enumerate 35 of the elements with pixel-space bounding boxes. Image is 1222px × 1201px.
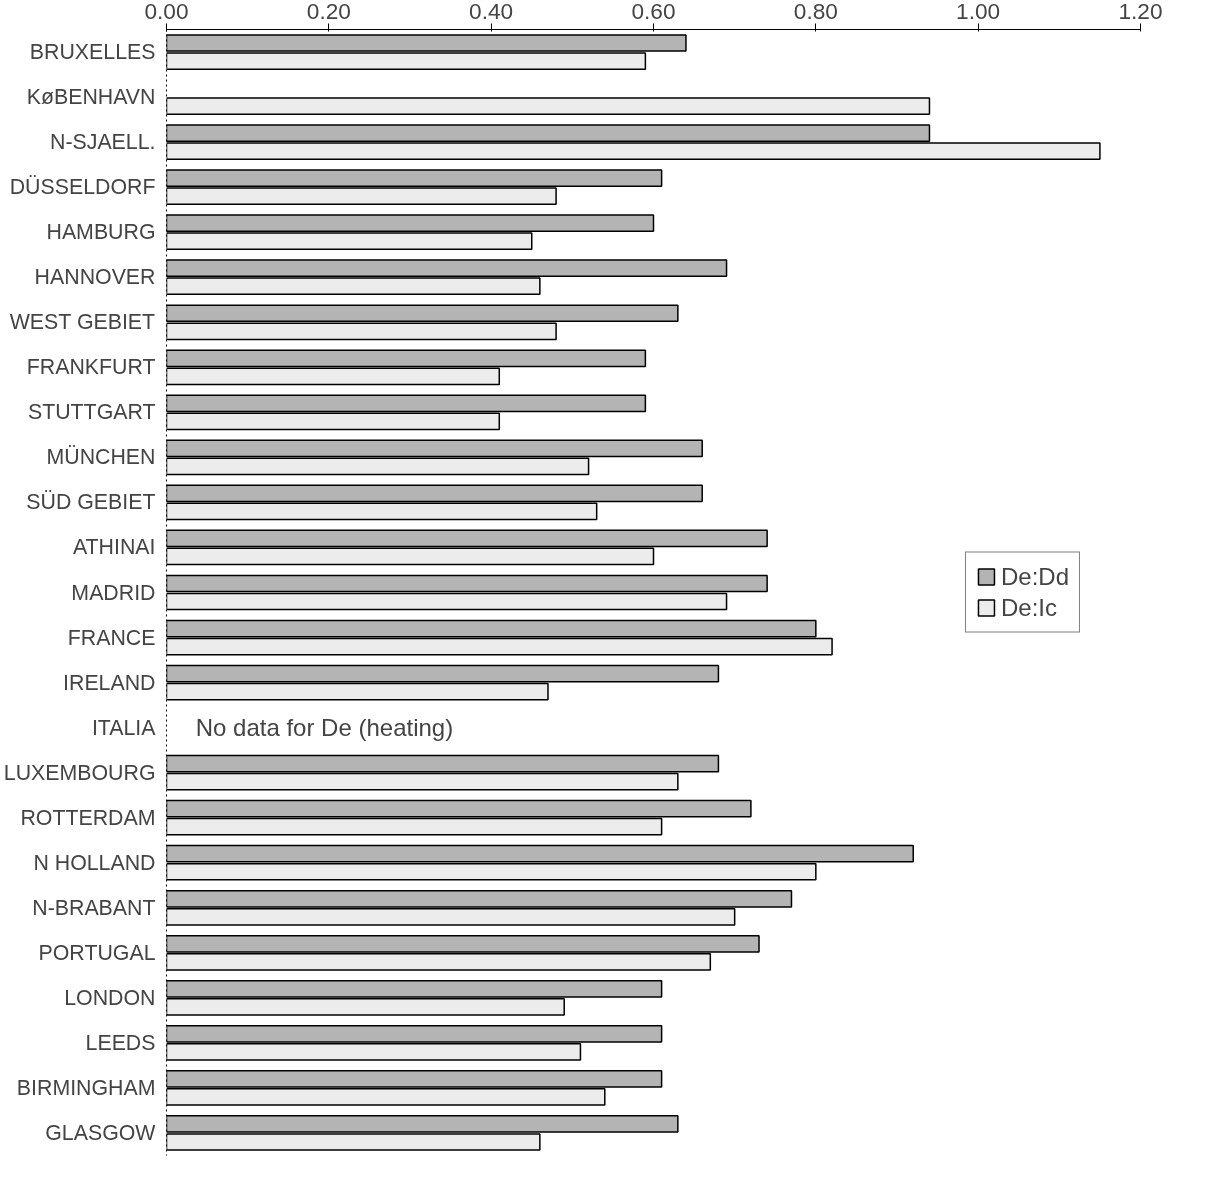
y-tick-label: LONDON	[64, 985, 156, 1010]
y-tick-label: ITALIA	[91, 715, 157, 740]
y-tick-label: FRANCE	[67, 625, 156, 650]
y-tick-label: MADRID	[71, 580, 156, 605]
y-tick-label: HANNOVER	[34, 265, 156, 290]
x-tick-label: 0.80	[793, 0, 838, 24]
y-tick-label: HAMBURG	[46, 220, 156, 245]
y-tick-label: BRUXELLES	[29, 40, 156, 65]
x-tick-label: 0.20	[306, 0, 351, 24]
y-tick-label: BIRMINGHAM	[16, 1075, 156, 1100]
x-tick-label: 0.00	[144, 0, 189, 24]
legend-label: De:Dd	[1000, 562, 1069, 591]
x-tick-label: 0.60	[631, 0, 676, 24]
legend-label: De:Ic	[1000, 593, 1057, 622]
y-tick-label: KøBENHAVN	[26, 85, 156, 110]
y-tick-label: LEEDS	[85, 1030, 156, 1055]
y-tick-label: STUTTGART	[27, 400, 156, 425]
y-tick-label: GLASGOW	[45, 1120, 157, 1145]
x-tick-label: 0.40	[469, 0, 514, 24]
y-tick-label: PORTUGAL	[38, 940, 156, 965]
x-tick-label: 1.20	[1118, 0, 1163, 24]
y-tick-label: DÜSSELDORF	[9, 175, 156, 200]
y-tick-label: IRELAND	[63, 670, 156, 695]
y-tick-label: FRANKFURT	[26, 355, 156, 380]
y-tick-label: LUXEMBOURG	[3, 760, 156, 785]
y-tick-label: SÜD GEBIET	[26, 490, 156, 515]
y-tick-label: N-SJAELL.	[50, 130, 156, 155]
y-tick-label: ATHINAI	[72, 535, 156, 560]
y-tick-label: N-BRABANT	[32, 895, 156, 920]
y-tick-label: MÜNCHEN	[46, 445, 156, 470]
y-tick-label: ROTTERDAM	[20, 805, 156, 830]
y-tick-label: WEST GEBIET	[9, 310, 156, 335]
x-tick-label: 1.00	[956, 0, 1001, 24]
annotation: No data for De (heating)	[195, 714, 454, 742]
y-tick-label: N HOLLAND	[33, 850, 156, 875]
